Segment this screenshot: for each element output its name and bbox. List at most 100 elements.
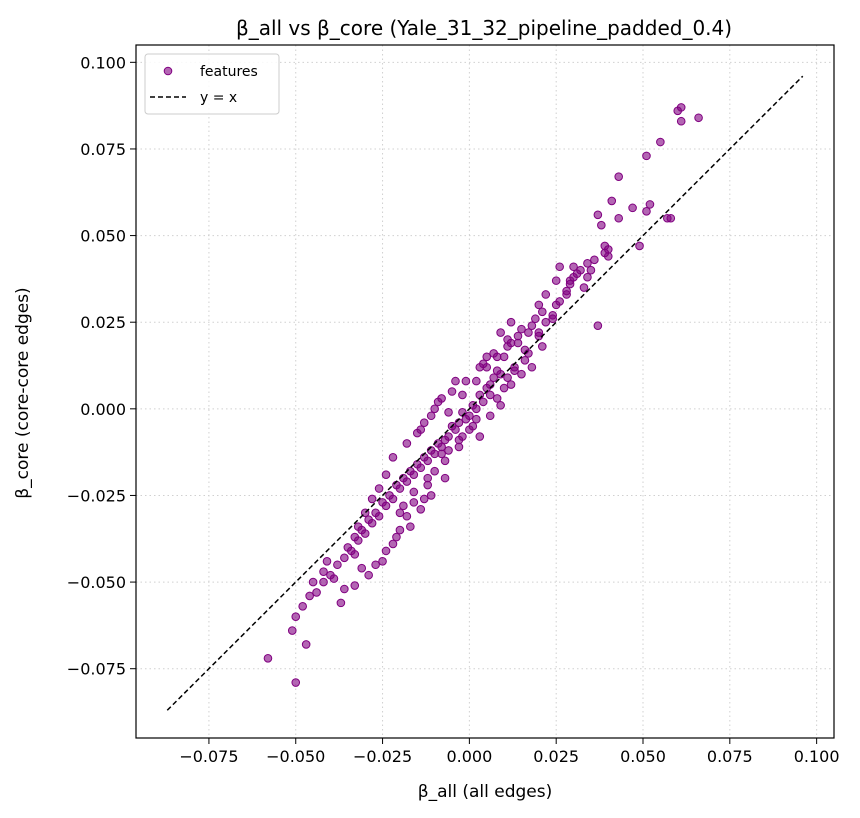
- x-tick-label: −0.025: [353, 747, 412, 766]
- scatter-point: [350, 581, 360, 590]
- scatter-point: [520, 356, 530, 365]
- scatter-point: [472, 376, 481, 386]
- scatter-point: [402, 511, 412, 521]
- scatter-point: [437, 449, 446, 459]
- scatter-point: [433, 397, 443, 407]
- scatter-point: [537, 342, 547, 351]
- scatter-point: [395, 525, 405, 535]
- legend: features y = x: [144, 53, 280, 115]
- scatter-point: [388, 539, 398, 549]
- scatter-point: [440, 435, 450, 445]
- scatter-point: [378, 556, 387, 566]
- scatter-point: [506, 317, 516, 327]
- scatter-point: [492, 394, 502, 403]
- scatter-point: [287, 626, 297, 635]
- scatter-point: [569, 262, 578, 272]
- x-tick-label: 0.075: [707, 747, 753, 766]
- scatter-point: [603, 252, 613, 261]
- y-tick-label: 0.050: [80, 227, 126, 246]
- scatter-point: [319, 577, 328, 587]
- scatter-point: [527, 321, 537, 330]
- scatter-point: [590, 255, 599, 265]
- scatter-point: [409, 487, 419, 497]
- chart-title: β_all vs β_core (Yale_31_32_pipeline_pad…: [236, 16, 732, 40]
- scatter-point: [374, 484, 384, 493]
- scatter-point: [478, 397, 488, 407]
- y-axis-label: β_core (core-core edges): [13, 287, 33, 498]
- scatter-point: [475, 432, 485, 441]
- scatter-point: [513, 338, 523, 348]
- x-axis-label: β_all (all edges): [418, 782, 553, 802]
- scatter-point: [350, 532, 360, 542]
- scatter-point: [555, 262, 564, 272]
- scatter-point: [312, 588, 321, 597]
- x-tick-label: −0.075: [179, 747, 238, 766]
- scatter-point: [562, 286, 571, 296]
- plot-frame: [135, 44, 835, 739]
- scatter-point: [548, 314, 558, 324]
- scatter-point: [395, 508, 405, 518]
- scatter-point: [586, 265, 596, 275]
- y-tick-label: 0.000: [80, 400, 126, 419]
- scatter-point: [583, 272, 592, 282]
- scatter-point: [676, 116, 686, 126]
- scatter-point: [506, 380, 516, 389]
- scatter-point: [642, 207, 651, 216]
- scatter-point: [642, 151, 651, 161]
- scatter-point: [465, 425, 474, 434]
- legend-label-features: features: [200, 64, 258, 80]
- scatter-point: [607, 196, 617, 206]
- scatter-point: [534, 300, 544, 310]
- scatter-point: [392, 532, 401, 542]
- scatter-point: [430, 466, 439, 476]
- scatter-point: [381, 546, 391, 556]
- scatter-point: [531, 314, 540, 324]
- x-tick-label: −0.050: [266, 747, 325, 766]
- scatter-point: [451, 376, 460, 386]
- scatter-point: [537, 307, 547, 317]
- scatter-point: [510, 366, 519, 376]
- scatter-point: [593, 321, 603, 330]
- scatter-point: [565, 279, 575, 289]
- scatter-point: [499, 383, 509, 393]
- scatter-point: [541, 290, 551, 299]
- scatter-point: [628, 203, 637, 213]
- scatter-point: [485, 411, 495, 421]
- scatter-point: [399, 501, 408, 511]
- scatter-point: [489, 373, 498, 382]
- scatter-point: [301, 640, 311, 649]
- scatter-point: [308, 577, 318, 587]
- scatter-point: [541, 317, 551, 327]
- scatter-point: [555, 297, 564, 306]
- scatter-point: [444, 446, 453, 455]
- scatter-point: [388, 453, 398, 462]
- scatter-point: [496, 401, 505, 410]
- scatter-point: [569, 272, 578, 282]
- scatter-point: [367, 494, 377, 504]
- scatter-point: [364, 515, 373, 525]
- scatter-point: [378, 498, 387, 507]
- legend-marker-features: [163, 66, 173, 76]
- scatter-point: [412, 428, 422, 438]
- y-tick-label: 0.075: [80, 140, 126, 159]
- plot-area: [166, 75, 804, 711]
- x-tick-label: 0.025: [533, 747, 579, 766]
- scatter-point: [472, 414, 481, 424]
- axis-ticks: −0.075 −0.050 −0.025 0.000 0.025 0.050 0.075 0.…: [67, 53, 840, 766]
- scatter-point: [593, 210, 603, 220]
- scatter-point: [322, 556, 332, 566]
- scatter-point: [364, 570, 373, 580]
- scatter-point: [503, 335, 512, 344]
- scatter-point: [492, 352, 502, 362]
- legend-box: [144, 53, 280, 115]
- scatter-point: [458, 390, 467, 400]
- scatter-point: [340, 553, 349, 563]
- scatter-point: [353, 522, 363, 531]
- scatter-point: [291, 678, 301, 687]
- y-tick-label: −0.025: [67, 486, 126, 505]
- y-tick-label: 0.025: [80, 313, 126, 332]
- scatter-point: [343, 543, 353, 552]
- scatter-point: [583, 258, 592, 268]
- scatter-point: [371, 508, 380, 518]
